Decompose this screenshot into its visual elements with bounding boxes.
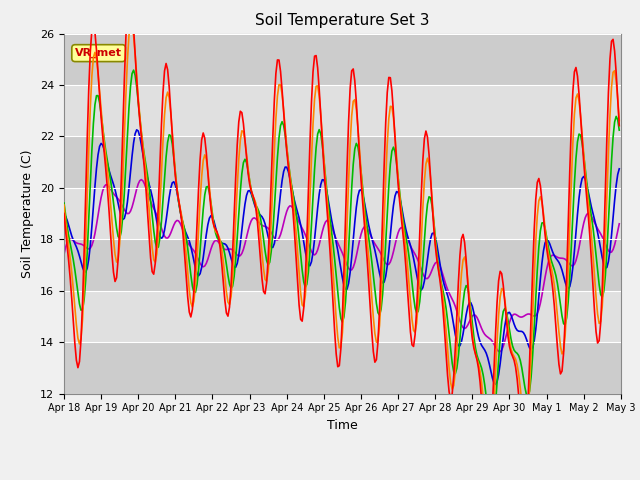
Bar xyxy=(64,240,621,291)
Bar xyxy=(64,85,621,136)
X-axis label: Time: Time xyxy=(327,419,358,432)
Bar xyxy=(64,136,621,188)
Legend: Tsoil -2cm, Tsoil -4cm, Tsoil -8cm, Tsoil -16cm, Tsoil -32cm: Tsoil -2cm, Tsoil -4cm, Tsoil -8cm, Tsoi… xyxy=(93,477,592,480)
Bar xyxy=(64,291,621,342)
Bar xyxy=(64,34,621,85)
Bar xyxy=(64,342,621,394)
Bar xyxy=(64,188,621,240)
Y-axis label: Soil Temperature (C): Soil Temperature (C) xyxy=(22,149,35,278)
Text: VR_met: VR_met xyxy=(75,48,122,58)
Title: Soil Temperature Set 3: Soil Temperature Set 3 xyxy=(255,13,429,28)
